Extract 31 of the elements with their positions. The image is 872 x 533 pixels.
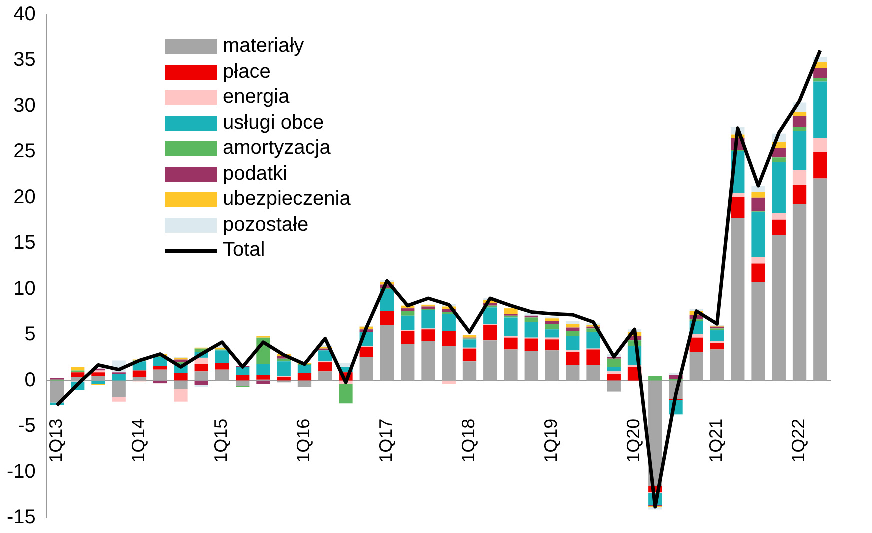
x-tick-label: 1Q22	[788, 418, 809, 463]
legend-label: podatki	[223, 162, 288, 186]
y-tick-label: 15	[14, 232, 36, 254]
y-tick-label: -15	[7, 506, 36, 529]
y-tick-label: 35	[14, 49, 36, 72]
legend-label: płace	[223, 60, 271, 84]
x-tick-label: 1Q14	[128, 418, 149, 463]
y-tick-label: 20	[14, 186, 36, 208]
x-tick-label: 1Q15	[211, 418, 232, 463]
legend-label: Total	[223, 238, 266, 263]
y-tick-label: 30	[14, 94, 36, 117]
y-tick-label: 5	[24, 324, 36, 346]
legend-label: materiały	[223, 34, 304, 59]
legend-label: energia	[223, 85, 290, 110]
legend-label: usługi obce	[223, 110, 324, 136]
x-tick-label: 1Q21	[706, 418, 726, 463]
y-tick-label: 0	[24, 369, 36, 392]
x-tick-label: 1Q19	[541, 418, 562, 463]
legend-label: pozostałe	[223, 212, 309, 238]
y-tick-label: 40	[14, 4, 36, 26]
y-tick-label: 10	[14, 278, 36, 300]
x-tick-label: 1Q20	[624, 418, 644, 463]
x-tick-label: 1Q17	[376, 418, 396, 463]
x-tick-label: 1Q13	[46, 418, 66, 463]
y-tick-label: -10	[7, 460, 36, 483]
legend-label: ubezpieczenia	[223, 187, 351, 212]
x-tick-label: 1Q18	[458, 418, 479, 463]
y-tick-label: -5	[18, 415, 36, 438]
x-tick-label: 1Q16	[294, 418, 314, 463]
y-tick-label: 25	[14, 140, 36, 163]
legend-label: amortyzacja	[223, 136, 331, 161]
